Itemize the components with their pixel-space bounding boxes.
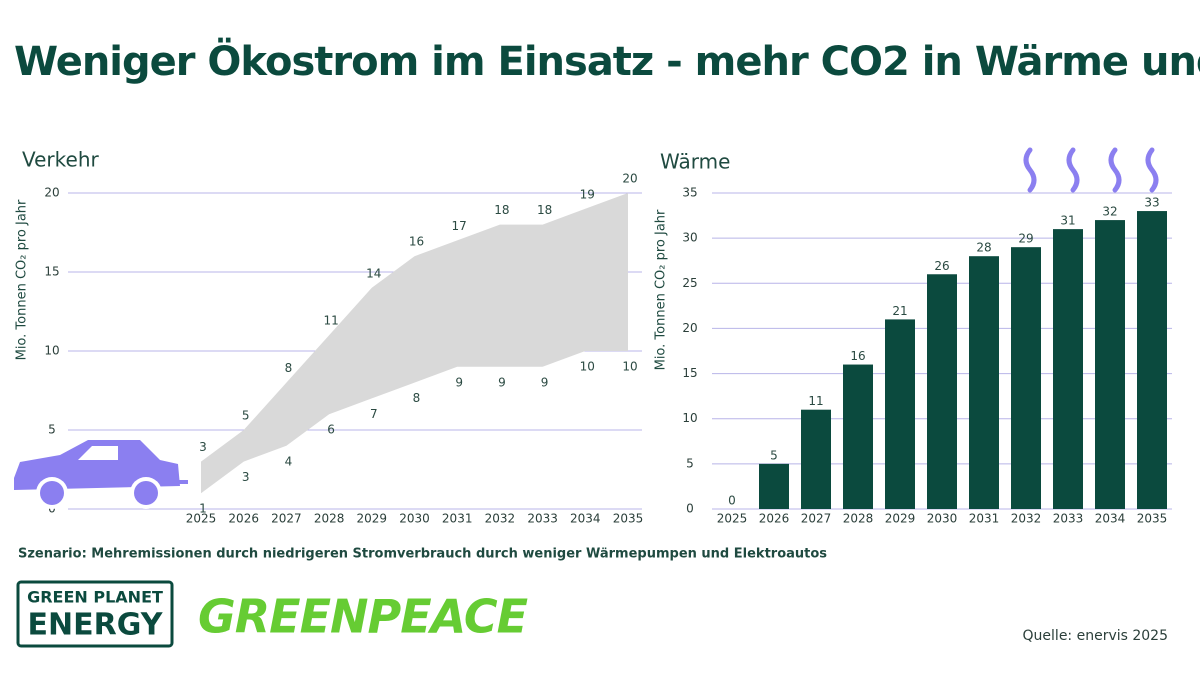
bar bbox=[1095, 220, 1125, 510]
y-tick-label: 10 bbox=[682, 411, 697, 425]
y-tick-label: 20 bbox=[44, 186, 59, 200]
data-label: 5 bbox=[770, 448, 778, 462]
data-label: 11 bbox=[808, 394, 823, 408]
x-tick-label: 2031 bbox=[442, 512, 473, 526]
data-label: 11 bbox=[323, 314, 338, 328]
title: Weniger Ökostrom im Einsatz - mehr CO2 i… bbox=[14, 37, 1200, 85]
range-band bbox=[201, 193, 628, 494]
data-label: 9 bbox=[498, 375, 506, 389]
bar bbox=[759, 463, 789, 509]
x-tick-label: 2034 bbox=[570, 512, 601, 526]
data-label: 14 bbox=[366, 266, 381, 280]
x-tick-label: 2027 bbox=[271, 512, 302, 526]
data-label: 29 bbox=[1018, 232, 1033, 246]
data-label: 28 bbox=[976, 241, 991, 255]
plots: 0510152020252026202720282029203020312032… bbox=[44, 172, 1172, 526]
chart-title: Verkehr bbox=[22, 148, 100, 172]
data-label: 26 bbox=[934, 259, 949, 273]
y-axis-label: Mio. Tonnen CO₂ pro Jahr bbox=[15, 199, 30, 360]
logo-text: ENERGY bbox=[28, 608, 164, 643]
bar bbox=[801, 409, 831, 509]
data-label: 6 bbox=[327, 423, 335, 437]
data-label: 3 bbox=[199, 440, 207, 454]
data-label: 4 bbox=[285, 454, 293, 468]
data-label: 10 bbox=[580, 360, 595, 374]
bar bbox=[1053, 229, 1083, 509]
x-tick-label: 2026 bbox=[759, 512, 790, 526]
data-label: 32 bbox=[1102, 205, 1117, 219]
logo-text: GREEN PLANET bbox=[27, 588, 163, 607]
data-label: 18 bbox=[537, 203, 552, 217]
source: Quelle: enervis 2025 bbox=[1023, 628, 1168, 644]
data-label: 21 bbox=[892, 304, 907, 318]
data-label: 16 bbox=[850, 349, 865, 363]
data-label: 10 bbox=[622, 360, 637, 374]
x-tick-label: 2029 bbox=[357, 512, 388, 526]
bar bbox=[969, 256, 999, 509]
x-tick-label: 2026 bbox=[228, 512, 259, 526]
x-tick-label: 2028 bbox=[843, 512, 874, 526]
x-tick-label: 2031 bbox=[969, 512, 1000, 526]
y-tick-label: 15 bbox=[682, 366, 697, 380]
x-tick-label: 2035 bbox=[1137, 512, 1168, 526]
x-tick-label: 2033 bbox=[527, 512, 558, 526]
y-tick-label: 25 bbox=[682, 276, 697, 290]
data-label: 31 bbox=[1060, 214, 1075, 228]
y-tick-label: 5 bbox=[686, 456, 694, 470]
bar bbox=[843, 364, 873, 509]
data-label: 8 bbox=[285, 361, 293, 375]
x-tick-label: 2030 bbox=[927, 512, 958, 526]
y-tick-label: 30 bbox=[682, 231, 697, 245]
data-label: 20 bbox=[622, 172, 637, 186]
x-tick-label: 2027 bbox=[801, 512, 832, 526]
y-axis-label: Mio. Tonnen CO₂ pro Jahr bbox=[654, 209, 669, 370]
y-tick-label: 10 bbox=[44, 344, 59, 358]
data-label: 17 bbox=[452, 219, 467, 233]
x-tick-label: 2035 bbox=[613, 512, 644, 526]
scenario-note: Szenario: Mehremissionen durch niedriger… bbox=[18, 547, 827, 562]
greenpeace-logo: GREENPEACE bbox=[198, 590, 528, 644]
heat-icon bbox=[1023, 147, 1159, 193]
x-tick-label: 2028 bbox=[314, 512, 345, 526]
bar bbox=[1011, 247, 1041, 509]
y-tick-label: 20 bbox=[682, 321, 697, 335]
data-label: 3 bbox=[242, 470, 250, 484]
data-label: 9 bbox=[541, 375, 549, 389]
x-tick-label: 2034 bbox=[1095, 512, 1126, 526]
x-tick-label: 2025 bbox=[717, 512, 748, 526]
data-label: 8 bbox=[413, 391, 421, 405]
x-tick-label: 2025 bbox=[186, 512, 217, 526]
data-label: 0 bbox=[728, 494, 736, 508]
x-tick-label: 2032 bbox=[485, 512, 516, 526]
logo-frame bbox=[16, 580, 174, 648]
data-label: 1 bbox=[199, 502, 207, 516]
y-tick-label: 0 bbox=[686, 502, 694, 516]
bar bbox=[927, 274, 957, 509]
y-tick-label: 5 bbox=[48, 423, 56, 437]
car-icon bbox=[14, 440, 188, 509]
data-label: 9 bbox=[455, 375, 463, 389]
x-tick-label: 2032 bbox=[1011, 512, 1042, 526]
data-label: 5 bbox=[242, 409, 250, 423]
chart-title: Wärme bbox=[660, 150, 730, 174]
data-label: 18 bbox=[494, 203, 509, 217]
y-tick-label: 15 bbox=[44, 265, 59, 279]
data-label: 33 bbox=[1144, 196, 1159, 210]
data-label: 19 bbox=[580, 187, 595, 201]
x-tick-label: 2030 bbox=[399, 512, 430, 526]
x-tick-label: 2029 bbox=[885, 512, 916, 526]
x-tick-label: 2033 bbox=[1053, 512, 1084, 526]
y-tick-label: 35 bbox=[682, 186, 697, 200]
data-label: 7 bbox=[370, 407, 378, 421]
bar bbox=[1137, 211, 1167, 510]
bar bbox=[885, 319, 915, 509]
data-label: 16 bbox=[409, 235, 424, 249]
